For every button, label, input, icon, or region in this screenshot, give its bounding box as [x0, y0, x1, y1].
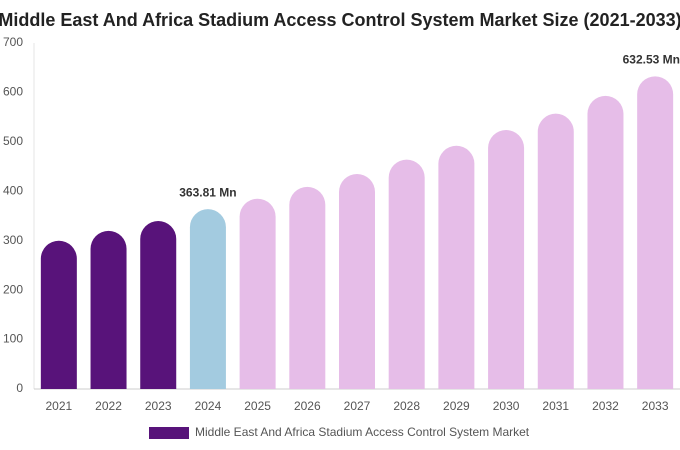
bar [90, 230, 127, 389]
x-tick-label: 2026 [294, 399, 321, 413]
chart-title: Middle East And Africa Stadium Access Co… [0, 10, 680, 30]
y-tick-label: 100 [3, 332, 23, 346]
x-tick-label: 2031 [542, 399, 569, 413]
y-tick-label: 700 [3, 35, 23, 49]
x-tick-label: 2024 [195, 399, 222, 413]
bar [239, 198, 276, 389]
legend-swatch [149, 427, 189, 439]
bar [388, 159, 425, 389]
bar [438, 145, 475, 389]
bar [40, 240, 77, 389]
x-tick-label: 2023 [145, 399, 172, 413]
bar [189, 209, 226, 389]
bar [587, 95, 624, 389]
x-tick-label: 2021 [45, 399, 72, 413]
bar [537, 113, 574, 389]
y-tick-label: 0 [16, 381, 23, 395]
value-label: 363.81 Mn [179, 185, 236, 199]
y-tick-label: 200 [3, 282, 23, 296]
bar [637, 76, 674, 390]
legend-label: Middle East And Africa Stadium Access Co… [195, 425, 530, 439]
y-tick-label: 500 [3, 134, 23, 148]
y-tick-label: 600 [3, 85, 23, 99]
x-tick-label: 2033 [642, 399, 669, 413]
x-tick-label: 2027 [344, 399, 371, 413]
x-tick-label: 2022 [95, 399, 122, 413]
x-tick-label: 2029 [443, 399, 470, 413]
y-tick-label: 400 [3, 183, 23, 197]
x-tick-label: 2025 [244, 399, 271, 413]
bar [140, 220, 177, 389]
bar [289, 186, 326, 389]
x-tick-label: 2032 [592, 399, 619, 413]
x-tick-label: 2028 [393, 399, 420, 413]
y-tick-label: 300 [3, 233, 23, 247]
x-tick-label: 2030 [493, 399, 520, 413]
bar [488, 130, 525, 389]
value-label: 632.53 Mn [623, 53, 680, 67]
bar [339, 173, 375, 389]
